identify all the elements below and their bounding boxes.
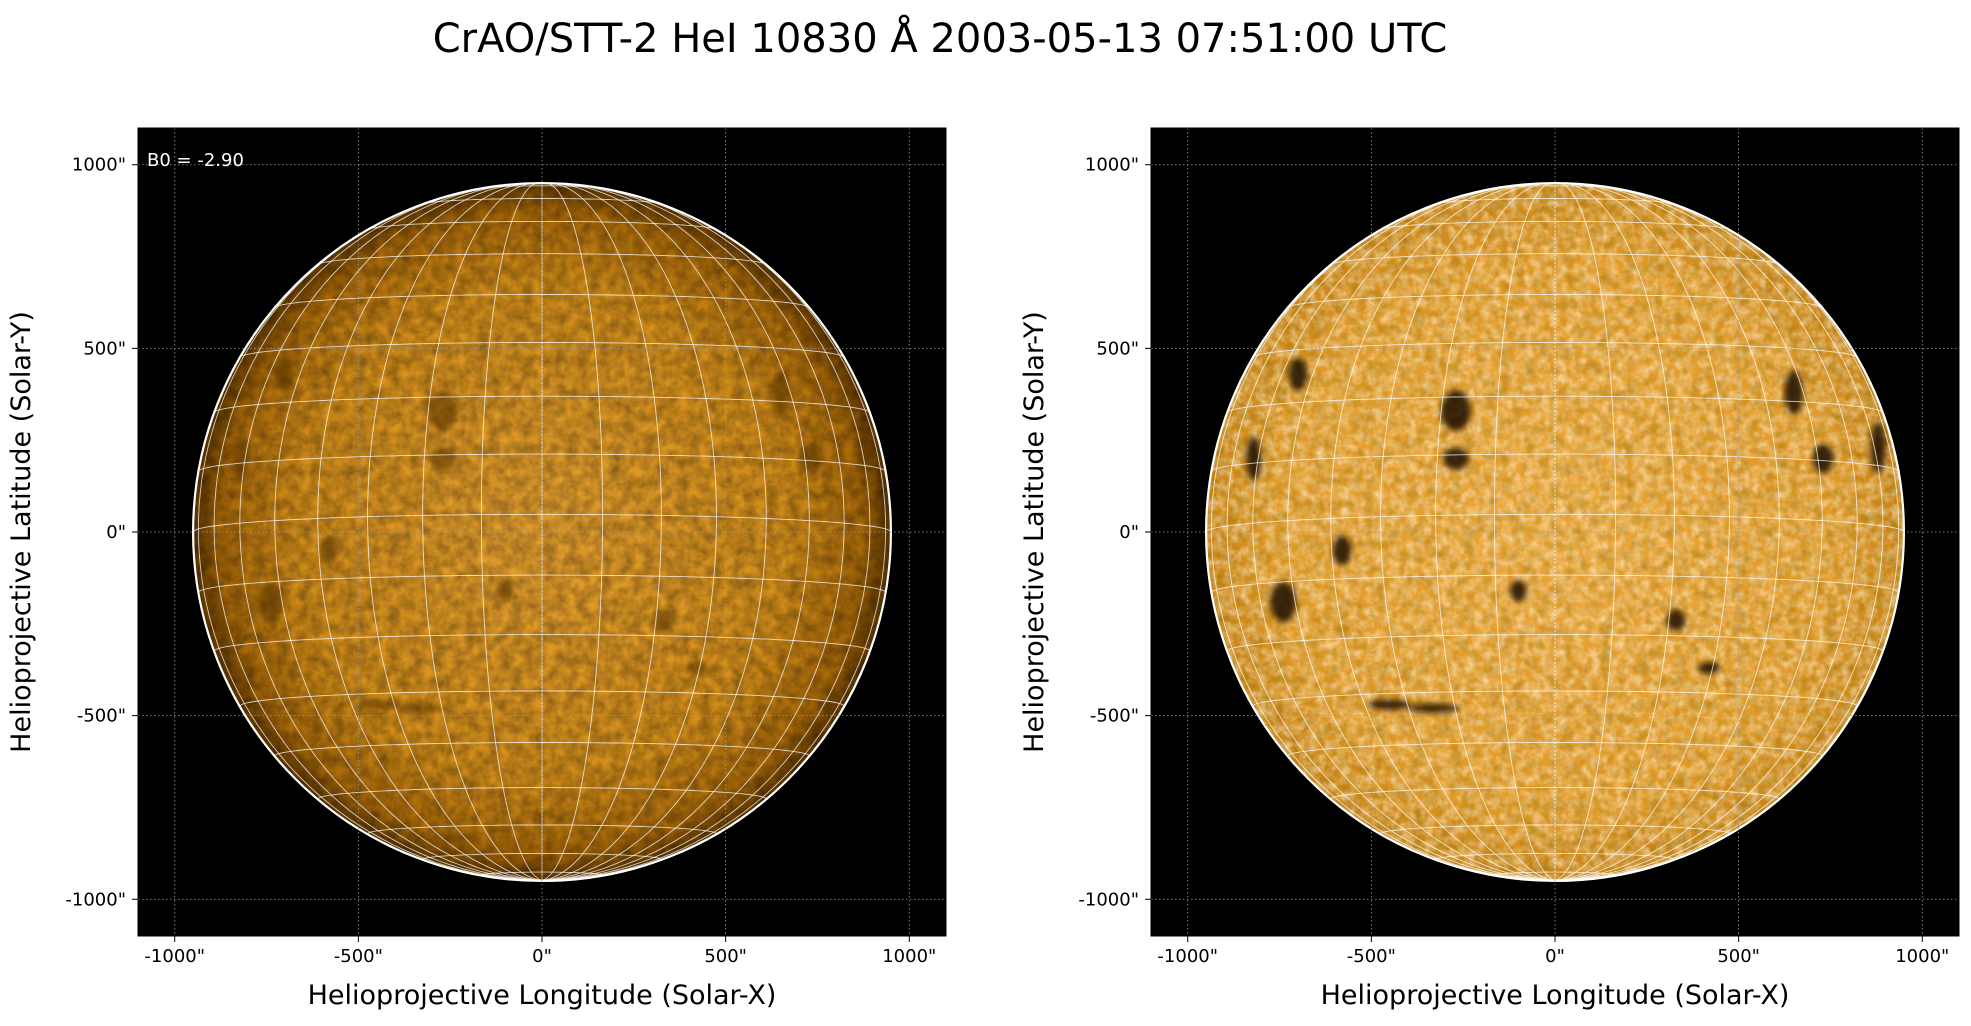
y-tick-label: 500" (83, 338, 126, 359)
b0-annotation: B0 = -2.90 (147, 150, 244, 171)
y-tick-label: 0" (106, 522, 126, 543)
x-axis-label: Helioprojective Longitude (Solar-X) (308, 980, 777, 1011)
y-tick-label: -500" (1090, 706, 1139, 727)
y-tick-label: -1000" (1078, 889, 1139, 910)
x-tick-label: 0" (532, 946, 552, 967)
dark-feature (1246, 436, 1262, 481)
dark-feature (1442, 447, 1469, 470)
y-tick-label: 500" (1096, 338, 1139, 359)
x-axis-label: Helioprojective Longitude (Solar-X) (1321, 980, 1790, 1011)
dark-feature (857, 421, 873, 474)
dark-feature (257, 581, 284, 622)
x-tick-label: -1000" (144, 946, 205, 967)
dark-feature (319, 535, 339, 566)
x-tick-label: 1000" (1895, 946, 1949, 967)
dark-feature (1332, 535, 1352, 566)
y-axis-label: Helioprojective Latitude (Solar-Y) (1019, 311, 1050, 753)
dark-feature (354, 699, 399, 710)
dark-feature (1870, 421, 1886, 474)
x-tick-label: 0" (1545, 946, 1565, 967)
dark-feature (497, 579, 514, 602)
dark-feature (428, 390, 458, 431)
panel-right: -1000" -500" 0" 500" 1000" 1000" 500" 0" -500" -1… (1019, 127, 1960, 1011)
dark-feature (429, 447, 456, 470)
y-tick-label: 1000" (72, 155, 126, 176)
dark-feature (395, 703, 447, 713)
coordinate-grid (138, 128, 946, 936)
dark-feature (1367, 699, 1412, 710)
dark-feature (1270, 581, 1297, 622)
dark-feature (1441, 390, 1471, 431)
dark-feature (275, 357, 295, 391)
x-tick-label: -500" (1347, 946, 1396, 967)
y-tick-label: 1000" (1085, 155, 1139, 176)
x-tick-label: -1000" (1157, 946, 1218, 967)
dark-feature (1408, 703, 1460, 713)
y-axis-label: Helioprojective Latitude (Solar-Y) (6, 311, 37, 753)
figure-title: CrAO/STT-2 HeI 10830 Å 2003-05-13 07:51:… (433, 14, 1448, 62)
panel-left: -1000" -500" 0" 500" 1000" 1000" 500" 0" -500" -1… (6, 127, 947, 1011)
heliographic-grid (193, 183, 891, 881)
y-tick-label: 0" (1119, 522, 1139, 543)
coordinate-grid (1151, 128, 1959, 936)
dark-feature (1288, 357, 1308, 391)
dark-feature (685, 662, 708, 674)
panels: -1000" -500" 0" 500" 1000" 1000" 500" 0" -500" -1… (6, 127, 1960, 1011)
dark-feature (654, 609, 673, 632)
dark-feature (1698, 662, 1721, 674)
y-tick-label: -1000" (65, 889, 126, 910)
x-tick-label: 500" (704, 946, 747, 967)
dark-feature (799, 443, 821, 474)
dark-feature (771, 370, 790, 415)
dark-feature (1784, 370, 1803, 415)
dark-feature (233, 436, 249, 481)
x-tick-label: -500" (334, 946, 383, 967)
dark-feature (1667, 609, 1686, 632)
x-tick-label: 1000" (882, 946, 936, 967)
dark-feature (1510, 579, 1527, 602)
dark-feature (1812, 443, 1834, 474)
y-tick-label: -500" (77, 706, 126, 727)
x-tick-label: 500" (1717, 946, 1760, 967)
